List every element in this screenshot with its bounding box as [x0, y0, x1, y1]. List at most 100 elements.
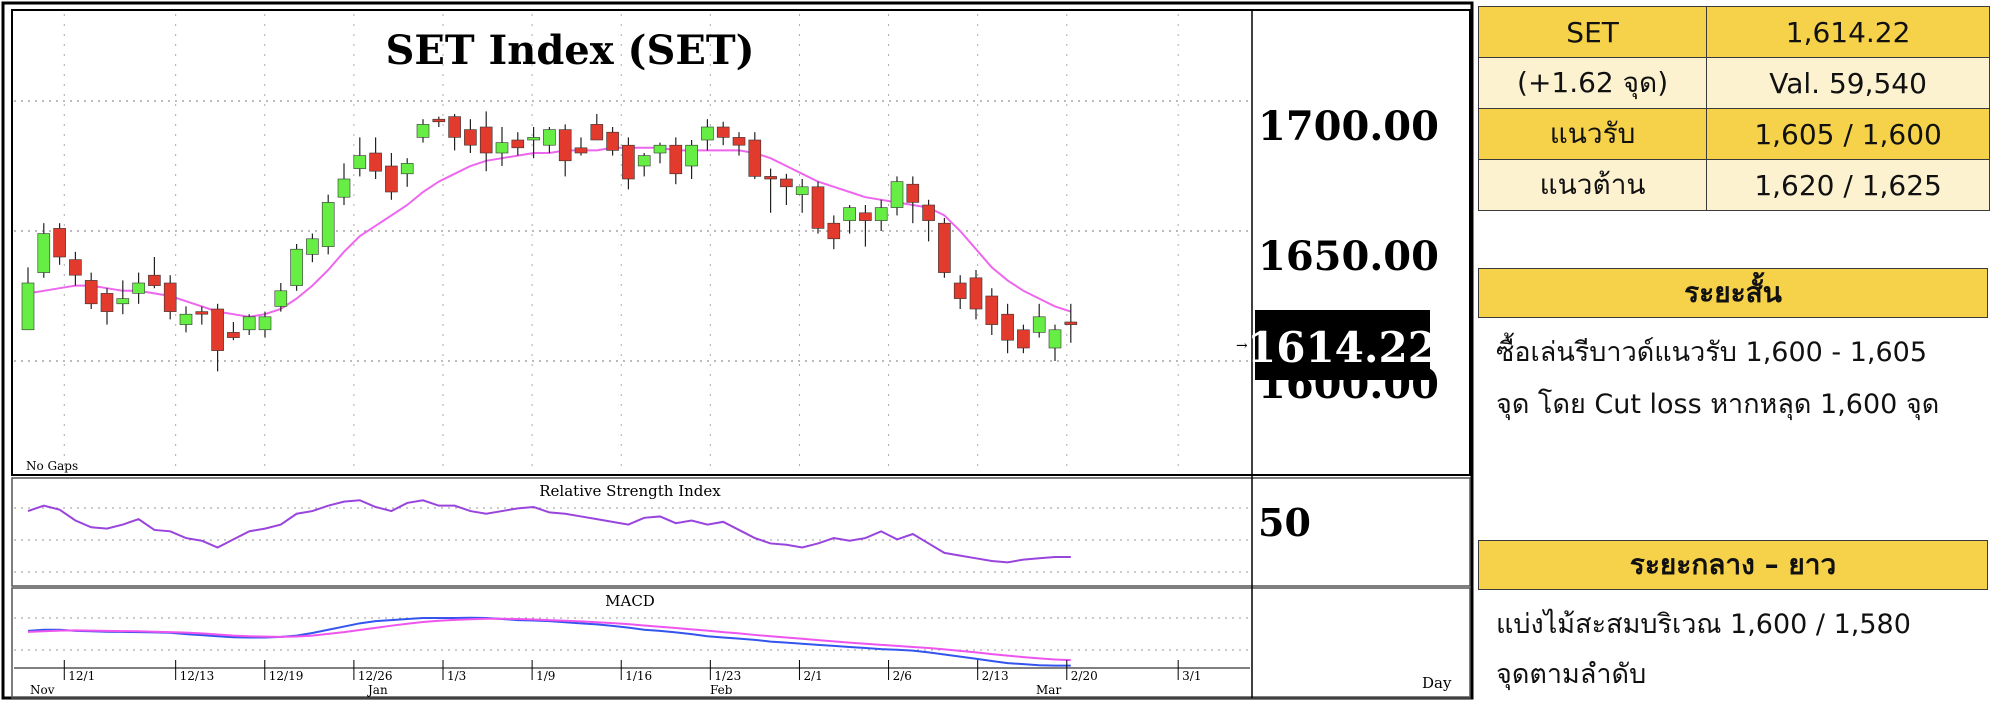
candle-body: [653, 144, 667, 154]
date-tick-label: 1/23: [714, 669, 741, 683]
candle-body: [685, 144, 698, 167]
current-price-label: 1614.22: [1247, 323, 1437, 372]
candle-body: [1001, 313, 1014, 341]
candle-body: [242, 316, 256, 331]
candle-body: [385, 165, 398, 193]
candle-body: [922, 204, 935, 221]
candle-body: [969, 277, 983, 310]
candle-body: [179, 313, 193, 325]
candle-body: [511, 139, 525, 149]
candle-body: [21, 282, 35, 331]
table-cell: SET: [1477, 6, 1708, 58]
date-tick-label: 1/3: [447, 669, 466, 683]
candle-body: [116, 298, 130, 305]
candle-body: [1064, 321, 1078, 325]
date-tick-label: 2/20: [1071, 669, 1098, 683]
table-cell: Val. 59,540: [1706, 57, 1990, 109]
long-term-heading: ระยะกลาง – ยาว: [1478, 540, 1988, 590]
candle-body: [543, 129, 556, 146]
candle-body: [290, 248, 303, 286]
candle-body: [448, 116, 461, 138]
table-row: (+1.62 จุด) Val. 59,540: [1477, 57, 1990, 109]
candle-body: [590, 124, 604, 141]
candle-body: [637, 155, 651, 167]
candle-body: [132, 282, 145, 294]
candle-body: [148, 274, 161, 286]
chart-background: [0, 0, 1476, 708]
candle-body: [84, 280, 98, 305]
candle-body: [732, 137, 746, 146]
x-axis-unit-label: Day: [1422, 674, 1452, 692]
table-row: SET 1,614.22: [1477, 6, 1990, 58]
chart-title: SET Index (SET): [385, 27, 754, 74]
date-tick-label: 12/26: [358, 669, 393, 683]
candle-body: [1048, 329, 1062, 349]
date-tick-label: 2/1: [803, 669, 822, 683]
candle-body: [195, 311, 209, 315]
candle-body: [258, 316, 272, 331]
price-tick-label: 1700.00: [1258, 103, 1439, 150]
candle-body: [163, 282, 177, 312]
macd-pane-border: [11, 587, 1471, 699]
price-pane-border: [11, 9, 1471, 476]
short-term-line: ซื้อเล่นรีบาวด์แนวรับ 1,600 - 1,605: [1496, 337, 1928, 368]
candle-body: [1032, 316, 1046, 333]
candle-body: [211, 308, 224, 351]
candle-body: [795, 186, 809, 195]
long-term-line: จุดตามลำดับ: [1496, 659, 1647, 690]
table-cell: 1,620 / 1,625: [1706, 159, 1990, 211]
candle-body: [622, 144, 635, 180]
current-price-badge: [1255, 310, 1430, 380]
candle-layer: [21, 111, 1078, 372]
candle-body: [1017, 329, 1030, 349]
candle-body: [353, 155, 367, 169]
candle-body: [100, 293, 114, 312]
candle-body: [953, 282, 967, 299]
candle-body: [827, 222, 841, 240]
candle-body: [938, 222, 951, 273]
candle-body: [606, 131, 619, 151]
month-label: Jan: [366, 683, 388, 697]
candle-body: [527, 137, 540, 141]
date-tick-label: 2/6: [893, 669, 912, 683]
rsi-title: Relative Strength Index: [539, 482, 721, 500]
candle-body: [811, 186, 825, 229]
candle-body: [53, 228, 66, 258]
candle-body: [716, 126, 730, 138]
grid-layer: [14, 14, 1250, 651]
set-index-chart: SET Index (SET) 1700.00 1650.00 1600.00 …: [0, 0, 1476, 708]
candle-body: [464, 129, 477, 146]
table-cell: 1,614.22: [1706, 6, 1990, 58]
rsi-line: [27, 499, 1071, 564]
candle-body: [859, 212, 872, 221]
date-axis: 12/1 12/13 12/19 12/26 1/3 1/9 1/16 1/23 2/1 2/6 2…: [14, 660, 1250, 697]
long-term-line: แบ่งไม้สะสมบริเวณ 1,600 / 1,580: [1496, 609, 1911, 640]
date-tick-label: 1/9: [536, 669, 555, 683]
candle-body: [495, 142, 509, 154]
candle-body: [906, 183, 920, 203]
table-row: แนวรับ 1,605 / 1,600: [1477, 108, 1990, 160]
candle-body: [558, 129, 572, 162]
date-tick-label: 12/13: [180, 669, 215, 683]
date-tick-label: 2/13: [982, 669, 1009, 683]
candle-body: [574, 147, 588, 154]
candle-body: [37, 233, 51, 273]
chart-panel: SET Index (SET) 1700.00 1650.00 1600.00 …: [0, 0, 1476, 708]
candle-body: [337, 178, 351, 198]
candle-body: [306, 238, 319, 255]
candle-body: [400, 163, 414, 175]
summary-table: SET 1,614.22 (+1.62 จุด) Val. 59,540 แนว…: [1477, 6, 1990, 211]
date-tick-label: 12/19: [269, 669, 304, 683]
table-cell: (+1.62 จุด): [1477, 57, 1708, 109]
date-tick-label: 1/16: [625, 669, 652, 683]
table-row: แนวต้าน 1,620 / 1,625: [1477, 159, 1990, 211]
candle-body: [227, 332, 240, 338]
candle-body: [432, 118, 446, 123]
short-term-heading: ระยะสั้น: [1478, 268, 1988, 318]
table-cell: แนวต้าน: [1477, 159, 1708, 211]
candle-body: [748, 139, 762, 177]
rsi-tick-label: 50: [1258, 500, 1311, 545]
candle-body: [701, 126, 714, 141]
candle-body: [669, 144, 683, 175]
candle-body: [416, 124, 430, 138]
